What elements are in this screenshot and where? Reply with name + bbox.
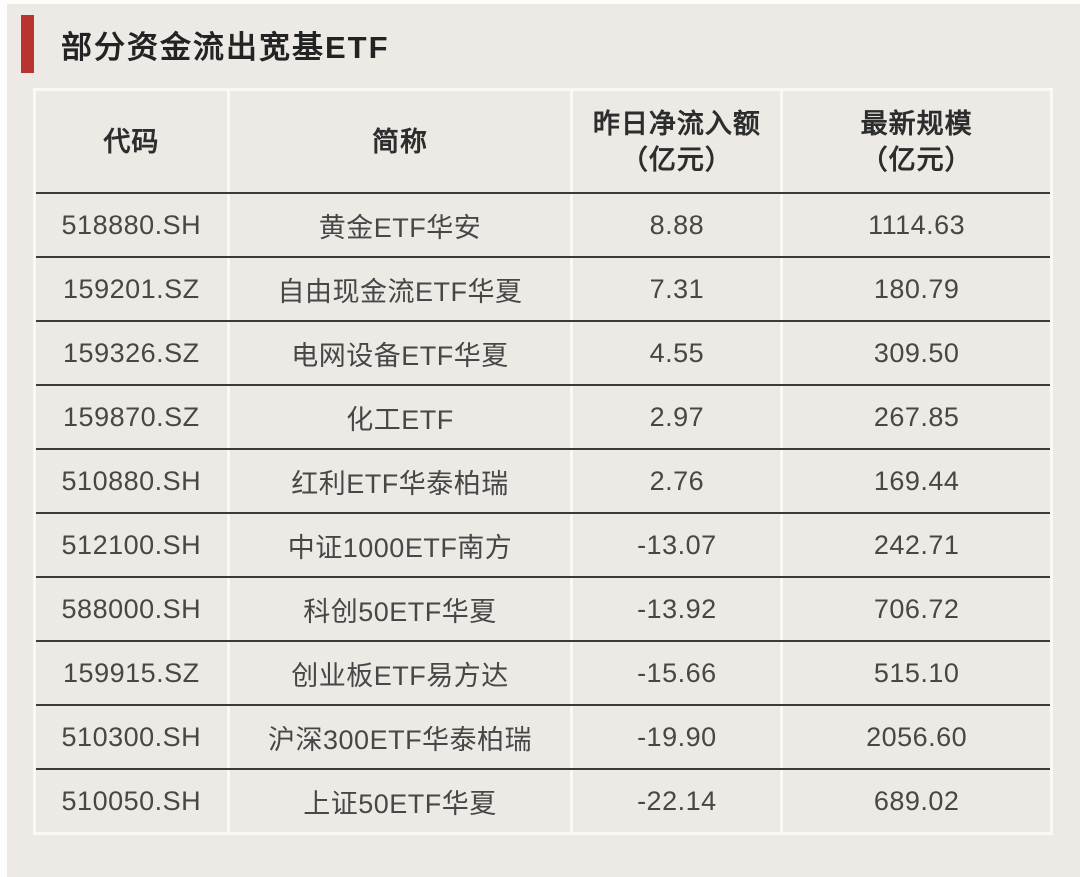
cell-scale: 309.50 xyxy=(873,337,960,368)
cell-name: 自由现金流ETF华夏 xyxy=(230,258,574,320)
header-cell-scale: 最新规模 （亿元） xyxy=(783,91,1050,192)
header-cell-code: 代码 xyxy=(36,91,230,192)
header-label-line1: 最新规模 xyxy=(860,108,973,139)
header-cell-net-inflow: 昨日净流入额 （亿元） xyxy=(573,91,784,192)
cell-scale: 267.85 xyxy=(873,401,960,432)
cell-scale: 2056.60 xyxy=(866,721,968,752)
table-header-row: 代码 简称 昨日净流入额 （亿元） 最新规模 （亿元） xyxy=(36,91,1050,192)
table-row: 510050.SH 上证50ETF华夏 -22.14 689.02 xyxy=(36,768,1050,832)
table-row: 159915.SZ 创业板ETF易方达 -15.66 515.10 xyxy=(36,640,1050,704)
cell-net-inflow: -15.66 xyxy=(573,642,784,704)
cell-name: 科创50ETF华夏 xyxy=(230,578,574,640)
cell-name: 中证1000ETF南方 xyxy=(230,514,574,576)
title-row: 部分资金流出宽基ETF xyxy=(21,14,1080,74)
cell-code: 510880.SH xyxy=(36,450,230,512)
cell-name: 电网设备ETF华夏 xyxy=(230,322,574,384)
cell-net-inflow: 2.76 xyxy=(573,450,784,512)
table-row: 159326.SZ 电网设备ETF华夏 4.55 309.50 xyxy=(36,320,1050,384)
cell-code: 159326.SZ xyxy=(36,322,230,384)
cell-name: 沪深300ETF华泰柏瑞 xyxy=(230,706,574,768)
header-label: 代码 xyxy=(103,126,160,157)
cell-net-inflow: -13.92 xyxy=(573,578,784,640)
cell-net-inflow: 4.55 xyxy=(573,322,784,384)
cell-code: 159915.SZ xyxy=(36,642,230,704)
cell-code: 159870.SZ xyxy=(36,386,230,448)
table-row: 512100.SH 中证1000ETF南方 -13.07 242.71 xyxy=(36,512,1050,576)
cell-net-inflow: -19.90 xyxy=(573,706,784,768)
cell-net-inflow: 7.31 xyxy=(573,258,784,320)
cell-scale: 1114.63 xyxy=(868,209,966,240)
table-row: 159201.SZ 自由现金流ETF华夏 7.31 180.79 xyxy=(36,256,1050,320)
red-accent-bar xyxy=(21,15,34,73)
cell-name: 化工ETF xyxy=(230,386,574,448)
cell-scale: 180.79 xyxy=(873,273,960,304)
page-title: 部分资金流出宽基ETF xyxy=(61,29,390,65)
cell-name: 黄金ETF华安 xyxy=(230,194,574,256)
table-row: 510300.SH 沪深300ETF华泰柏瑞 -19.90 2056.60 xyxy=(36,704,1050,768)
header-cell-name: 简称 xyxy=(230,91,574,192)
cell-scale: 706.72 xyxy=(873,593,960,624)
cell-code: 588000.SH xyxy=(36,578,230,640)
table-row: 588000.SH 科创50ETF华夏 -13.92 706.72 xyxy=(36,576,1050,640)
cell-code: 512100.SH xyxy=(36,514,230,576)
header-label-line1: 昨日净流入额 xyxy=(592,108,761,139)
cell-net-inflow: -13.07 xyxy=(573,514,784,576)
cell-name: 红利ETF华泰柏瑞 xyxy=(230,450,574,512)
table-row: 510880.SH 红利ETF华泰柏瑞 2.76 169.44 xyxy=(36,448,1050,512)
header-label: 简称 xyxy=(372,126,429,157)
table-row: 518880.SH 黄金ETF华安 8.88 1114.63 xyxy=(36,192,1050,256)
etf-table: 代码 简称 昨日净流入额 （亿元） 最新规模 （亿元） 518880.SH 黄金… xyxy=(33,88,1053,835)
table-row: 159870.SZ 化工ETF 2.97 267.85 xyxy=(36,384,1050,448)
cell-code: 510300.SH xyxy=(36,706,230,768)
cell-net-inflow: -22.14 xyxy=(573,770,784,832)
cell-scale: 515.10 xyxy=(873,657,960,688)
cell-code: 510050.SH xyxy=(36,770,230,832)
cell-name: 创业板ETF易方达 xyxy=(230,642,574,704)
cell-code: 518880.SH xyxy=(36,194,230,256)
cell-name: 上证50ETF华夏 xyxy=(230,770,574,832)
header-label-line2: （亿元） xyxy=(860,144,973,175)
cell-code: 159201.SZ xyxy=(36,258,230,320)
cell-net-inflow: 2.97 xyxy=(573,386,784,448)
cell-scale: 242.71 xyxy=(873,529,960,560)
cell-scale: 169.44 xyxy=(873,465,960,496)
cell-scale: 689.02 xyxy=(873,785,960,816)
header-label-line2: （亿元） xyxy=(620,144,733,175)
cell-net-inflow: 8.88 xyxy=(573,194,784,256)
